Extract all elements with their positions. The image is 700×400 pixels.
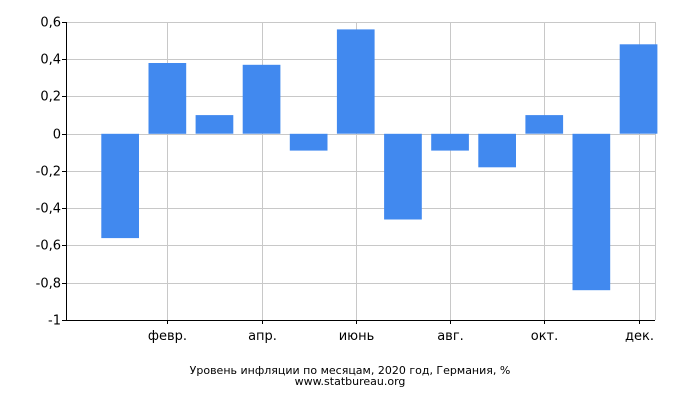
bars <box>101 29 658 291</box>
bar-май <box>289 133 328 151</box>
y-tick-label: 0,4 <box>40 53 61 68</box>
bar-июль <box>384 133 422 220</box>
chart-source-link[interactable]: www.statbureau.org <box>294 375 406 388</box>
bar-авг. <box>431 133 469 151</box>
y-tick-label: -1 <box>48 314 61 329</box>
bar-июнь <box>336 29 375 134</box>
x-tick-label: июнь <box>339 329 375 344</box>
y-tick-label: 0 <box>53 128 61 143</box>
y-tick-label: 0,6 <box>40 16 61 31</box>
bar-дек. <box>619 44 658 134</box>
bar-апр. <box>242 64 281 134</box>
bar-сент. <box>478 133 516 168</box>
bar-окт. <box>525 115 564 134</box>
tick-labels: 0,6 0,4 0,2 0 -0,2 -0,4 -0,6 -0,8 -1 февр. апр. июн… <box>36 16 654 345</box>
bar-янв. <box>101 133 139 239</box>
y-tick-label: -0,8 <box>36 277 61 292</box>
axes <box>62 22 655 324</box>
x-tick-label: дек. <box>625 329 654 344</box>
x-tick-label: февр. <box>148 329 187 344</box>
bar-нояб. <box>572 133 611 291</box>
bar-март <box>195 115 234 134</box>
x-tick-label: авг. <box>437 329 464 344</box>
y-tick-label: -0,4 <box>36 202 61 217</box>
y-tick-label: -0,2 <box>36 165 61 180</box>
y-tick-label: 0,2 <box>40 90 61 105</box>
y-tick-label: -0,6 <box>36 239 61 254</box>
x-tick-label: апр. <box>248 329 277 344</box>
chart-title: Уровень инфляции по месяцам, 2020 год, Г… <box>189 364 511 377</box>
bar-февр. <box>148 63 187 134</box>
x-tick-label: окт. <box>531 329 559 344</box>
